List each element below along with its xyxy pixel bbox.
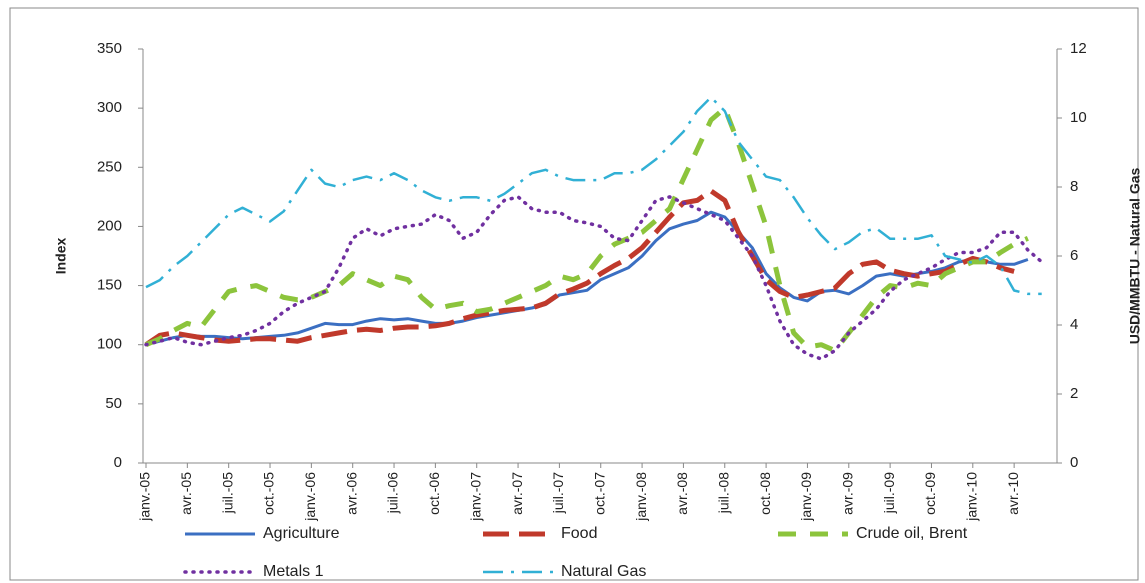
x-tick-label: oct.-07	[591, 472, 607, 515]
series-line	[145, 105, 1029, 354]
x-tick-label: janv.-06	[302, 472, 318, 522]
legend-label: Crude oil, Brent	[856, 525, 968, 542]
x-tick-label: oct.-08	[757, 472, 773, 515]
y2-tick-label: 12	[1070, 40, 1087, 57]
x-tick-label: janv.-10	[964, 472, 980, 522]
x-tick-label: janv.-09	[798, 472, 814, 522]
x-tick-label: juil.-08	[715, 472, 731, 514]
series-line	[144, 188, 1015, 347]
y2-tick-label: 10	[1070, 109, 1087, 126]
y-tick-label: 350	[97, 40, 122, 57]
x-tick-label: janv.-08	[633, 472, 649, 522]
y-tick-label: 250	[97, 158, 122, 175]
x-tick-label: juil.-07	[550, 472, 566, 514]
x-tick-label: avr.-05	[178, 472, 194, 515]
legend-label: Metals 1	[263, 563, 324, 580]
series-line	[145, 96, 1042, 296]
x-tick-label: avr.-06	[343, 472, 359, 515]
y2-axis-title: USD/MMBTU - Natural Gas	[1127, 168, 1143, 345]
y-tick-label: 300	[97, 99, 122, 116]
x-tick-label: avr.-07	[509, 472, 525, 515]
series-line	[144, 195, 1044, 361]
y-axis-title: Index	[53, 238, 69, 275]
y2-tick-label: 8	[1070, 178, 1078, 195]
y-tick-label: 50	[105, 395, 122, 412]
y2-tick-label: 4	[1070, 316, 1078, 333]
y-tick-label: 200	[97, 217, 122, 234]
x-tick-label: avr.-08	[674, 472, 690, 515]
y-tick-label: 150	[97, 277, 122, 294]
series-line	[145, 210, 1029, 347]
x-tick-label: oct.-09	[922, 472, 938, 515]
x-tick-label: juil.-09	[881, 472, 897, 514]
legend-label: Natural Gas	[561, 563, 646, 580]
y-tick-label: 100	[97, 336, 122, 353]
x-tick-label: oct.-05	[261, 472, 277, 515]
y2-tick-label: 2	[1070, 385, 1078, 402]
y2-tick-label: 0	[1070, 454, 1078, 471]
y2-tick-label: 6	[1070, 247, 1078, 264]
x-tick-label: juil.-06	[385, 472, 401, 514]
x-tick-label: juil.-05	[219, 472, 235, 514]
x-tick-label: avr.-10	[1005, 472, 1021, 515]
legend-label: Agriculture	[263, 525, 340, 542]
y-tick-label: 0	[114, 454, 122, 471]
x-tick-label: avr.-09	[839, 472, 855, 515]
x-tick-label: oct.-06	[426, 472, 442, 515]
legend-label: Food	[561, 525, 597, 542]
x-tick-label: janv.-07	[467, 472, 483, 522]
x-tick-label: janv.-05	[137, 472, 153, 522]
